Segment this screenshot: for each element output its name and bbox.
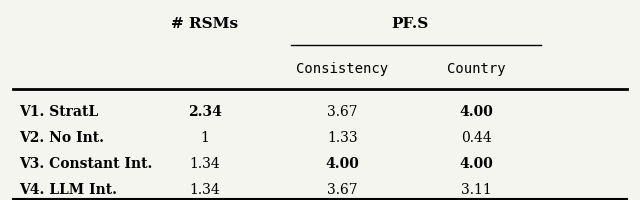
Text: 4.00: 4.00	[460, 157, 493, 171]
Text: 1.34: 1.34	[189, 183, 220, 197]
Text: 1: 1	[200, 131, 209, 145]
Text: 3.11: 3.11	[461, 183, 492, 197]
Text: V2. No Int.: V2. No Int.	[19, 131, 104, 145]
Text: Consistency: Consistency	[296, 62, 388, 76]
Text: # RSMs: # RSMs	[172, 17, 238, 31]
Text: 0.44: 0.44	[461, 131, 492, 145]
Text: 1.33: 1.33	[327, 131, 358, 145]
Text: 4.00: 4.00	[326, 157, 359, 171]
Text: 2.34: 2.34	[188, 105, 221, 119]
Text: 1.34: 1.34	[189, 157, 220, 171]
Text: V1. StratL: V1. StratL	[19, 105, 99, 119]
Text: V3. Constant Int.: V3. Constant Int.	[19, 157, 152, 171]
Text: 3.67: 3.67	[327, 183, 358, 197]
Text: Country: Country	[447, 62, 506, 76]
Text: PF.S: PF.S	[391, 17, 428, 31]
Text: V4. LLM Int.: V4. LLM Int.	[19, 183, 117, 197]
Text: 4.00: 4.00	[460, 105, 493, 119]
Text: 3.67: 3.67	[327, 105, 358, 119]
